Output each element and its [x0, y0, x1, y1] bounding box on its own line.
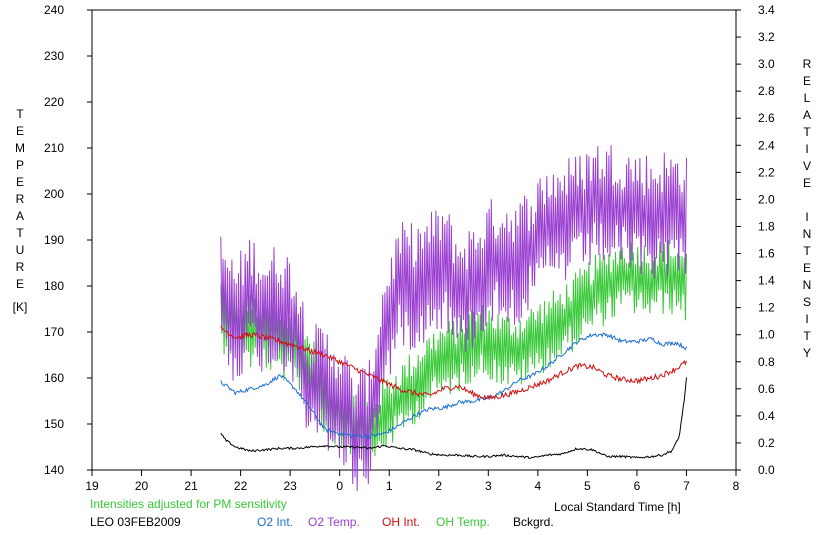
legend-background: Bckgrd.	[513, 515, 554, 529]
x-tick-label: 21	[184, 479, 198, 493]
right-tick-label: 2.2	[758, 165, 775, 179]
x-tick-label: 7	[683, 479, 690, 493]
right-tick-label: 0.8	[758, 355, 775, 369]
x-tick-label: 1	[386, 479, 393, 493]
right-axis-label: R E L A T I V E I N T E N S I T Y	[802, 57, 812, 360]
left-tick-label: 140	[44, 463, 64, 477]
x-tick-label: 2	[435, 479, 442, 493]
left-tick-label: 170	[44, 325, 64, 339]
right-tick-label: 2.8	[758, 84, 775, 98]
adjustment-note: Intensities adjusted for PM sensitivity	[90, 497, 287, 511]
legend-o2-temp: O2 Temp.	[308, 515, 360, 529]
right-axis-ticks: 0.0 0.2 0.4 0.6 0.8 1.0 1.2 1.4 1.6 1.8 2.0 2.2 2.4 2…	[736, 3, 775, 477]
legend-o2-int: O2 Int.	[257, 515, 294, 529]
x-tick-label: 8	[733, 479, 740, 493]
left-tick-label: 210	[44, 141, 64, 155]
x-tick-label: 0	[336, 479, 343, 493]
x-tick-label: 20	[135, 479, 149, 493]
left-tick-label: 220	[44, 95, 64, 109]
left-axis-ticks: 140 150 160 170 180 190 200 210 220 230 240	[44, 3, 92, 477]
right-tick-label: 3.4	[758, 3, 775, 17]
left-tick-label: 240	[44, 3, 64, 17]
x-tick-label: 19	[85, 479, 99, 493]
right-tick-label: 1.2	[758, 301, 775, 315]
legend-oh-temp: OH Temp.	[436, 515, 490, 529]
right-tick-label: 1.4	[758, 274, 775, 288]
right-tick-label: 0.0	[758, 463, 775, 477]
left-tick-label: 230	[44, 49, 64, 63]
series-lines	[220, 145, 687, 491]
x-axis-ticks: 19 20 21 22 23 0 1 2 3 4 5 6 7 8	[85, 470, 740, 493]
x-tick-label: 23	[283, 479, 297, 493]
left-axis-unit: [K]	[12, 300, 28, 314]
right-tick-label: 2.4	[758, 138, 775, 152]
left-axis-label: T E M P E R A T U R E	[15, 107, 25, 291]
x-tick-label: 3	[485, 479, 492, 493]
left-tick-label: 190	[44, 233, 64, 247]
series-line-0	[220, 332, 687, 440]
right-tick-label: 3.0	[758, 57, 775, 71]
x-tick-label: 5	[584, 479, 591, 493]
x-tick-label: 4	[535, 479, 542, 493]
left-tick-label: 160	[44, 371, 64, 385]
series-line-2	[220, 325, 687, 401]
series-line-4	[220, 377, 687, 460]
left-tick-label: 180	[44, 279, 64, 293]
right-tick-label: 0.6	[758, 382, 775, 396]
right-tick-label: 1.0	[758, 328, 775, 342]
right-tick-label: 0.2	[758, 436, 775, 450]
x-tick-label: 6	[634, 479, 641, 493]
x-tick-label: 22	[234, 479, 248, 493]
series-line-1	[220, 145, 687, 491]
right-tick-label: 0.4	[758, 409, 775, 423]
right-tick-label: 3.2	[758, 30, 775, 44]
right-tick-label: 1.8	[758, 219, 775, 233]
caption: LEO 03FEB2009	[90, 515, 181, 529]
left-tick-label: 150	[44, 417, 64, 431]
right-tick-label: 2.6	[758, 111, 775, 125]
right-tick-label: 1.6	[758, 247, 775, 261]
right-tick-label: 2.0	[758, 192, 775, 206]
x-axis-label: Local Standard Time [h]	[554, 500, 681, 514]
left-tick-label: 200	[44, 187, 64, 201]
legend-oh-int: OH Int.	[382, 515, 421, 529]
